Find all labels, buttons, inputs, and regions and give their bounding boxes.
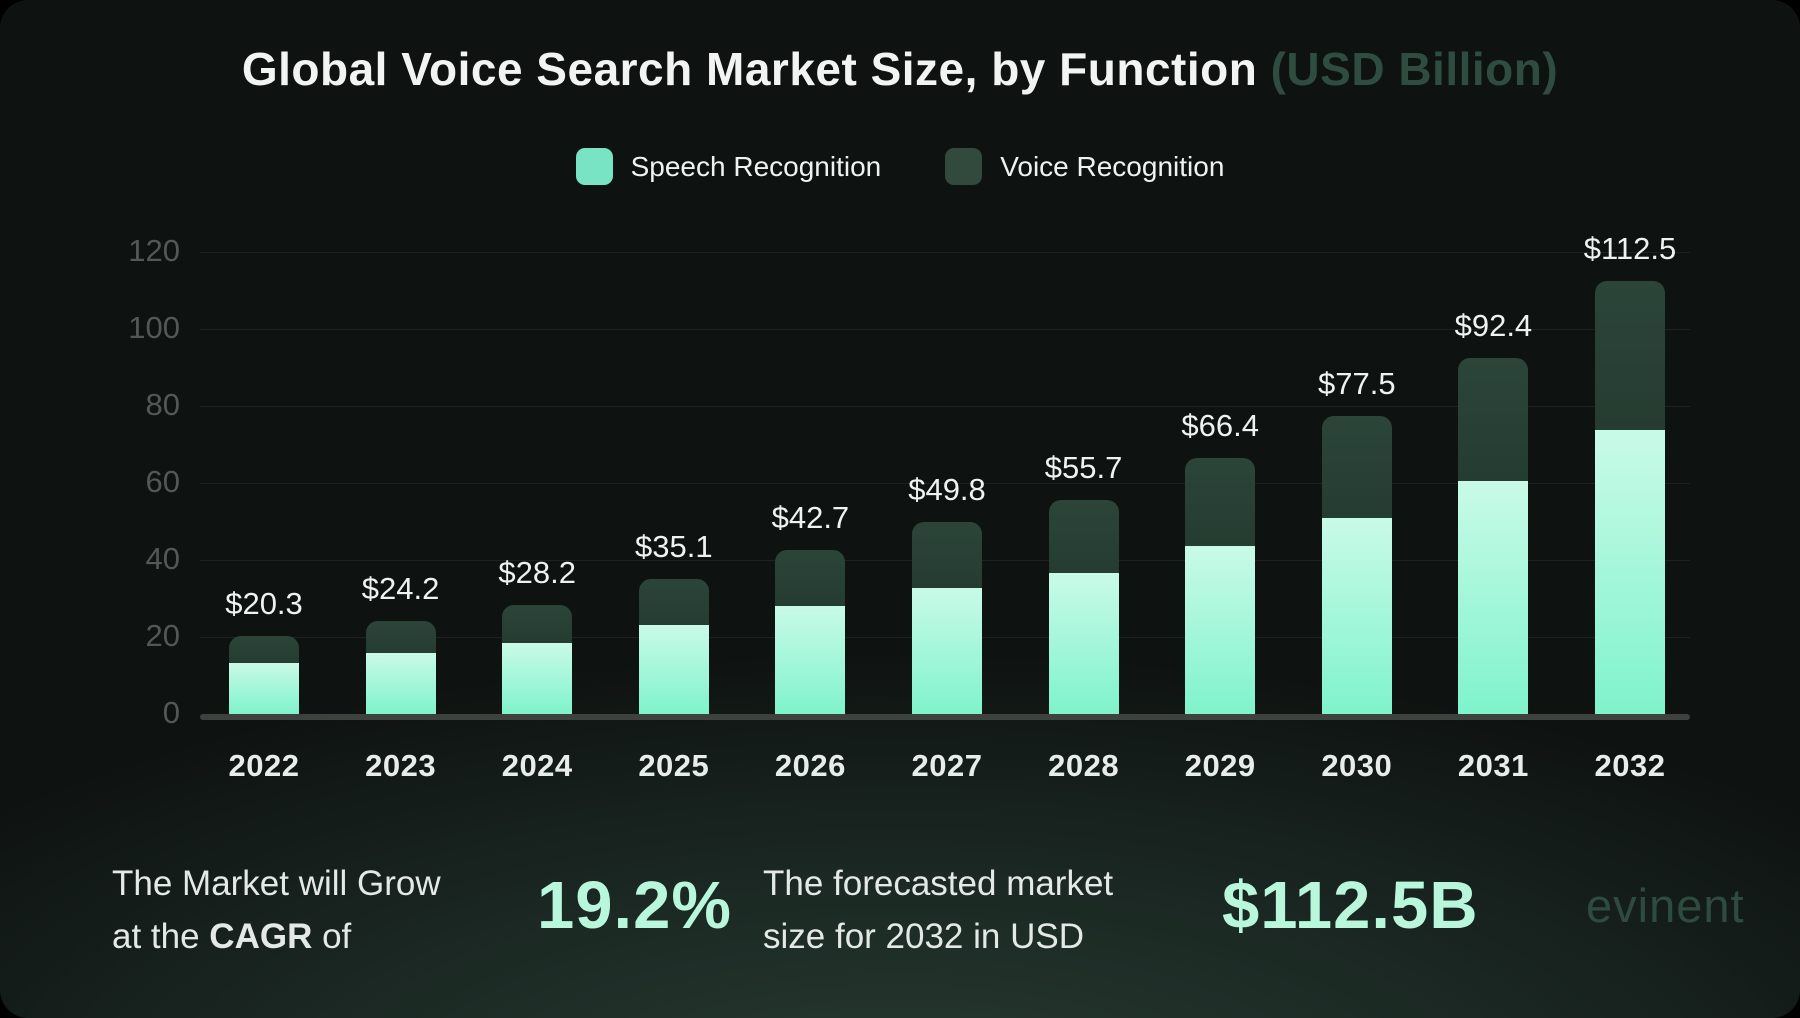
bar-2031: $92.4 xyxy=(1455,308,1532,714)
x-tick-label-2031: 2031 xyxy=(1457,748,1529,783)
bar-2029: $66.4 xyxy=(1181,408,1259,714)
gridline-80 xyxy=(200,406,1690,407)
x-tick-label-2030: 2030 xyxy=(1321,748,1393,783)
cagr-line2-prefix: at the xyxy=(112,917,210,956)
x-tick-label-2032: 2032 xyxy=(1594,748,1666,783)
cagr-stat-line1: The Market will Grow xyxy=(112,864,441,903)
bar-segment-speech-2029 xyxy=(1185,546,1256,714)
bar-2030: $77.5 xyxy=(1318,366,1396,714)
bar-segment-voice-2027 xyxy=(912,522,982,589)
bar-value-label-2028: $55.7 xyxy=(1044,449,1123,485)
bar-segment-speech-2023 xyxy=(365,652,436,714)
bar-chart-plot-area: $20.3 $24.2 $28.2 $35.1 $42.7 $49.8 $55.7 $66.4… xyxy=(200,231,1690,714)
forecast-stat-line1: The forecasted market xyxy=(763,864,1114,903)
cagr-stat-line2: at the CAGR of xyxy=(112,910,441,963)
bar-segment-voice-2022 xyxy=(229,635,299,663)
evinent-brand-logo: evinent xyxy=(1586,879,1745,932)
gridline-100 xyxy=(200,329,1690,330)
bar-segment-voice-2023 xyxy=(365,620,436,653)
y-tick-label-100: 100 xyxy=(128,310,180,345)
legend-label-voice: Voice Recognition xyxy=(1000,150,1225,182)
title-text: Global Voice Search Market Size, by Func… xyxy=(241,43,1258,95)
x-axis-line xyxy=(200,714,1690,720)
bar-value-label-2027: $49.8 xyxy=(908,472,986,508)
bar-segment-speech-2024 xyxy=(502,642,573,714)
bar-2025: $35.1 xyxy=(635,529,713,714)
bar-segment-voice-2025 xyxy=(638,578,709,626)
cagr-acronym: CAGR xyxy=(209,917,313,956)
bar-segment-speech-2026 xyxy=(775,606,846,714)
forecast-stat-line2: size for 2032 in USD xyxy=(763,917,1084,956)
bar-2028: $55.7 xyxy=(1045,450,1122,714)
y-tick-label-120: 120 xyxy=(128,233,180,268)
bar-value-label-2024: $28.2 xyxy=(498,555,576,591)
forecast-stat-label: The forecasted market size for 2032 in U… xyxy=(763,857,1113,963)
bar-value-label-2030: $77.5 xyxy=(1318,365,1396,401)
bar-segment-speech-2032 xyxy=(1595,429,1665,714)
page-title: Global Voice Search Market Size, by Func… xyxy=(0,42,1800,96)
y-tick-label-20: 20 xyxy=(145,618,180,653)
bar-segment-speech-2027 xyxy=(912,588,982,714)
y-tick-label-80: 80 xyxy=(145,387,180,422)
bar-segment-voice-2028 xyxy=(1048,499,1119,574)
cagr-line2-suffix: of xyxy=(312,917,352,956)
chart-legend: Speech Recognition Voice Recognition xyxy=(0,148,1800,185)
legend-label-speech: Speech Recognition xyxy=(630,150,882,182)
y-tick-label-0: 0 xyxy=(162,695,180,730)
bar-segment-voice-2032 xyxy=(1595,280,1665,430)
bar-value-label-2029: $66.4 xyxy=(1181,408,1259,444)
voice-recognition-swatch-icon xyxy=(945,148,983,185)
bar-segment-speech-2030 xyxy=(1321,518,1392,714)
gridline-60 xyxy=(200,483,1690,484)
y-tick-label-60: 60 xyxy=(145,464,180,499)
legend-item-speech-recognition: Speech Recognition xyxy=(575,148,882,185)
x-tick-label-2029: 2029 xyxy=(1184,748,1256,783)
x-tick-label-2028: 2028 xyxy=(1048,748,1120,783)
bar-value-label-2026: $42.7 xyxy=(771,499,850,535)
bar-segment-speech-2031 xyxy=(1458,480,1529,714)
bar-segment-speech-2028 xyxy=(1048,573,1119,714)
bar-value-label-2022: $20.3 xyxy=(225,585,303,621)
bar-segment-voice-2026 xyxy=(775,549,846,607)
bar-value-label-2031: $92.4 xyxy=(1454,308,1533,344)
bar-segment-voice-2029 xyxy=(1185,458,1256,547)
x-tick-label-2026: 2026 xyxy=(774,748,846,783)
bar-segment-speech-2022 xyxy=(229,662,299,714)
x-tick-label-2025: 2025 xyxy=(638,748,710,783)
bar-2027: $49.8 xyxy=(908,472,986,714)
bar-segment-voice-2030 xyxy=(1321,415,1392,519)
forecast-market-size-value: $112.5B xyxy=(1222,868,1479,943)
cagr-percentage-value: 19.2% xyxy=(537,868,732,943)
bar-value-label-2025: $35.1 xyxy=(635,528,713,564)
x-tick-label-2024: 2024 xyxy=(501,748,573,783)
bar-2032: $112.5 xyxy=(1584,231,1676,714)
bar-value-label-2023: $24.2 xyxy=(361,570,440,606)
bar-2022: $20.3 xyxy=(225,586,303,714)
gridline-120 xyxy=(200,252,1690,253)
legend-item-voice-recognition: Voice Recognition xyxy=(945,148,1224,185)
x-tick-label-2027: 2027 xyxy=(911,748,983,783)
cagr-stat-label: The Market will Grow at the CAGR of xyxy=(112,857,441,963)
title-unit-suffix: (USD Billion) xyxy=(1257,43,1559,95)
bar-segment-voice-2031 xyxy=(1458,358,1529,481)
x-tick-label-2023: 2023 xyxy=(365,748,437,783)
x-tick-label-2022: 2022 xyxy=(228,748,300,783)
bar-2024: $28.2 xyxy=(498,555,576,714)
bar-segment-voice-2024 xyxy=(502,605,573,643)
bar-2023: $24.2 xyxy=(362,571,439,714)
speech-recognition-swatch-icon xyxy=(575,148,613,185)
bar-value-label-2032: $112.5 xyxy=(1583,230,1677,266)
bar-segment-speech-2025 xyxy=(638,625,709,714)
bar-2026: $42.7 xyxy=(772,500,849,714)
y-tick-label-40: 40 xyxy=(145,541,180,576)
